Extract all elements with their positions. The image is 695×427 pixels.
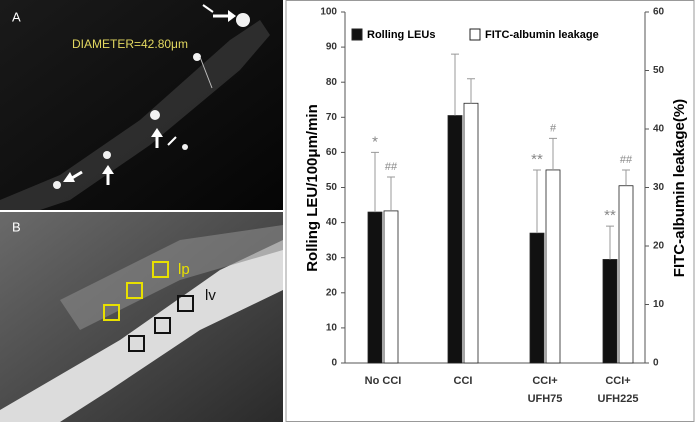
bar [383,210,399,364]
y-tick-label: 50 [326,182,338,193]
annotation: DIAMETER=42.80μm [72,37,188,51]
panel-b: B lp lv [0,212,283,422]
bar [447,115,463,364]
x-tick-label: CCI+ [605,375,630,387]
bar [367,211,383,364]
y2-tick-label: 10 [653,299,665,310]
significance: # [550,122,557,134]
region-label: lp [178,261,190,278]
y-tick-label: 70 [326,112,338,123]
x-tick-label: UFH225 [598,393,639,405]
y2-tick-label: 60 [653,7,665,18]
y-tick-label: 30 [326,252,338,263]
error-bar [549,137,557,170]
vessel [60,225,283,330]
error-bar [622,169,630,186]
panel-label: B [12,219,21,234]
leukocytes [53,13,250,189]
significance: ## [385,161,398,173]
vessel [0,240,283,422]
significance: ** [604,207,616,224]
bar [618,185,634,364]
y-tick-label: 10 [326,323,338,334]
panel-a: A DIAMETER=42.80μm [0,0,283,210]
bar [602,259,618,364]
y2-tick-label: 50 [653,65,665,76]
legend-swatch [351,28,363,41]
bar [545,169,561,364]
legend-label: Rolling LEUs [367,29,435,41]
x-tick-label: CCI [454,375,473,387]
y-tick-label: 60 [326,147,338,158]
x-tick-label: UFH75 [528,393,563,405]
significance: ## [620,154,633,166]
micrograph [0,0,283,210]
legend-swatch [469,28,481,41]
y-tick-label: 80 [326,77,338,88]
arrows [63,4,236,185]
y-tick-label: 100 [320,7,337,18]
error-bar [467,78,475,104]
vessel [0,20,270,210]
y-tick-label: 0 [331,358,337,369]
chart: 0 10 20 30 40 50 60 70 80 90 100 0 10 20 30 40 50 60 Rolli… [304,7,688,405]
y-tick-label: 20 [326,287,338,298]
significance: * [372,133,378,150]
bar [529,232,545,364]
error-bar [371,151,379,213]
y2-tick-label: 0 [653,358,659,369]
error-bar [533,169,541,234]
y2-tick-label: 30 [653,182,665,193]
roi-lv [128,295,194,352]
y-tick-label: 90 [326,42,338,53]
y-tick-label: 40 [326,217,338,228]
y2-axis-label: FITC-albumin leakage(%) [671,99,688,277]
y2-tick-label: 20 [653,241,665,252]
error-bar [451,53,459,116]
bar [463,102,479,364]
significance: ** [531,151,543,168]
roi-lp [103,261,169,321]
legend-label: FITC-albumin leakage [485,29,599,41]
x-tick-label: CCI+ [532,375,557,387]
y2-tick-label: 40 [653,124,665,135]
error-bar [387,176,395,211]
y-axis-label: Rolling LEU/100μm/min [304,104,321,272]
error-bar [606,225,614,260]
region-label: lv [205,287,216,304]
x-tick-label: No CCI [365,375,402,387]
panel-label: A [12,9,21,24]
